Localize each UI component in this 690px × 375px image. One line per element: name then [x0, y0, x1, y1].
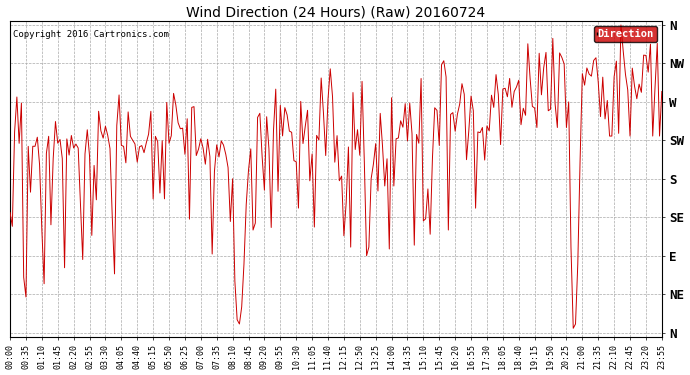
Title: Wind Direction (24 Hours) (Raw) 20160724: Wind Direction (24 Hours) (Raw) 20160724: [186, 6, 486, 20]
Text: Copyright 2016 Cartronics.com: Copyright 2016 Cartronics.com: [13, 30, 169, 39]
Legend: Direction: Direction: [594, 26, 657, 42]
